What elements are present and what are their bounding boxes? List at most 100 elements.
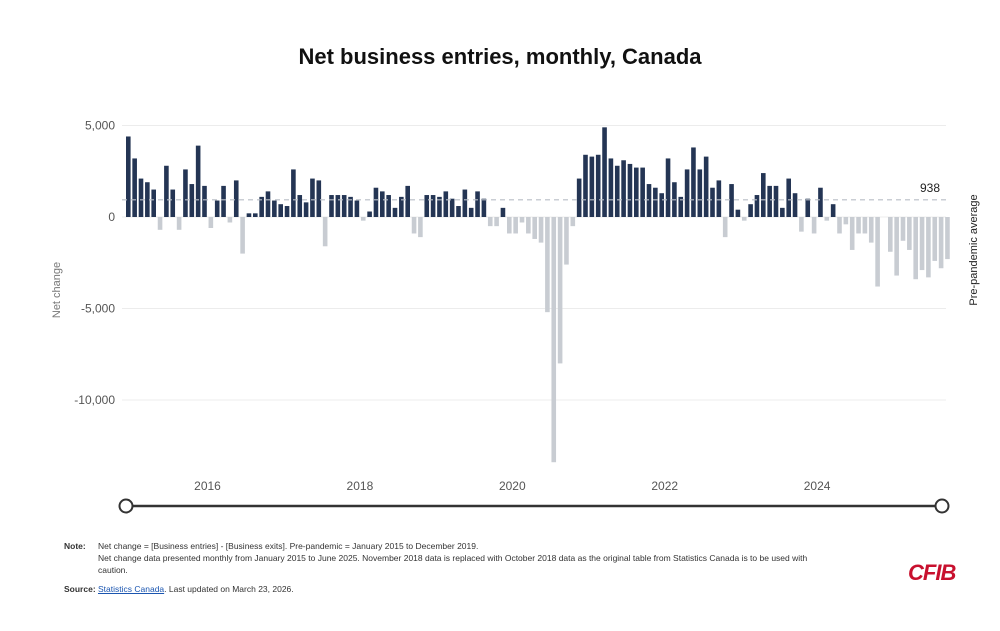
bar xyxy=(259,196,264,217)
bar xyxy=(208,217,214,228)
bar xyxy=(792,193,798,217)
bar xyxy=(602,127,607,217)
bar xyxy=(145,182,150,217)
bar xyxy=(418,217,423,238)
bar xyxy=(367,211,372,217)
bar xyxy=(665,158,671,217)
bar xyxy=(297,195,303,217)
bar xyxy=(583,154,588,217)
bar xyxy=(360,217,366,221)
bar xyxy=(532,217,537,239)
bar xyxy=(176,217,182,230)
grid-layer xyxy=(122,125,946,401)
bar xyxy=(272,200,277,217)
bar xyxy=(310,178,315,217)
bar xyxy=(767,185,772,217)
bar xyxy=(214,200,220,217)
bar xyxy=(786,178,791,217)
bar xyxy=(716,180,722,217)
source-link[interactable]: Statistics Canada xyxy=(98,584,165,594)
bar xyxy=(805,198,811,217)
bar xyxy=(392,207,398,217)
bar xyxy=(183,169,188,217)
bar xyxy=(278,204,283,217)
y-tick-label: -5,000 xyxy=(81,302,115,316)
bar xyxy=(856,217,861,234)
bar xyxy=(240,217,245,254)
bar xyxy=(811,217,817,234)
bar xyxy=(640,167,645,217)
bar xyxy=(926,217,931,278)
bar xyxy=(233,180,239,217)
chart-title: Net business entries, monthly, Canada xyxy=(298,44,702,69)
bar xyxy=(354,200,360,217)
bar xyxy=(481,198,487,217)
bar xyxy=(589,156,595,217)
bar xyxy=(164,165,169,217)
bar xyxy=(741,217,747,221)
bar xyxy=(475,191,480,217)
bar xyxy=(189,184,195,217)
bar xyxy=(754,195,760,217)
bar xyxy=(691,147,696,217)
bar xyxy=(570,217,576,227)
bar xyxy=(519,217,525,223)
bar xyxy=(894,217,899,276)
bar xyxy=(780,207,785,217)
y-tick-label: 0 xyxy=(108,210,115,224)
bar xyxy=(608,158,614,217)
bar xyxy=(913,217,918,280)
bar xyxy=(849,217,855,250)
notes-block: Note: Net change = [Business entries] - … xyxy=(64,540,824,595)
cfib-logo: CFIB xyxy=(908,560,956,585)
x-tick-label: 2016 xyxy=(194,479,221,493)
bar xyxy=(456,206,461,217)
bar xyxy=(614,165,620,217)
y-tick-label: -10,000 xyxy=(74,393,115,407)
x-tick-label: 2018 xyxy=(347,479,374,493)
bar xyxy=(322,217,328,247)
reference-layer: 938 Pre-pandemic average xyxy=(122,181,980,306)
bar xyxy=(399,196,404,217)
bar xyxy=(316,180,322,217)
bar xyxy=(126,136,131,217)
bar xyxy=(138,178,144,217)
bar xyxy=(151,189,156,217)
bar xyxy=(564,217,569,265)
bar xyxy=(799,217,804,232)
bar xyxy=(265,191,271,217)
bar xyxy=(729,184,734,217)
bar xyxy=(659,193,664,217)
bar xyxy=(748,204,753,217)
bar xyxy=(303,202,309,217)
bar xyxy=(576,178,582,217)
y-axis-label: Net change xyxy=(51,262,63,318)
axis-layer: 5,000 0 -5,000 -10,000 Net change 2016 2018 202… xyxy=(51,119,831,494)
bar xyxy=(487,217,493,227)
bar xyxy=(557,217,563,364)
bar xyxy=(627,163,633,217)
source-updated: . Last updated on March 23, 2026. xyxy=(164,584,294,594)
bar xyxy=(221,185,226,217)
slider-handle-end[interactable] xyxy=(934,498,950,514)
bar xyxy=(291,169,296,217)
bar xyxy=(494,217,499,227)
bar xyxy=(246,213,252,217)
bar xyxy=(373,187,379,217)
bar xyxy=(868,217,874,243)
bar xyxy=(341,195,347,217)
bar xyxy=(449,198,455,217)
slider-handle-start[interactable] xyxy=(118,498,134,514)
bar xyxy=(195,145,201,217)
bar xyxy=(551,217,557,463)
bar xyxy=(405,185,410,217)
bar xyxy=(621,160,626,217)
bar xyxy=(875,217,880,287)
bar xyxy=(907,217,912,250)
bar xyxy=(678,196,684,217)
bar xyxy=(468,207,474,217)
x-tick-label: 2022 xyxy=(651,479,678,493)
bar xyxy=(761,173,766,217)
note-label: Note: xyxy=(64,541,86,551)
